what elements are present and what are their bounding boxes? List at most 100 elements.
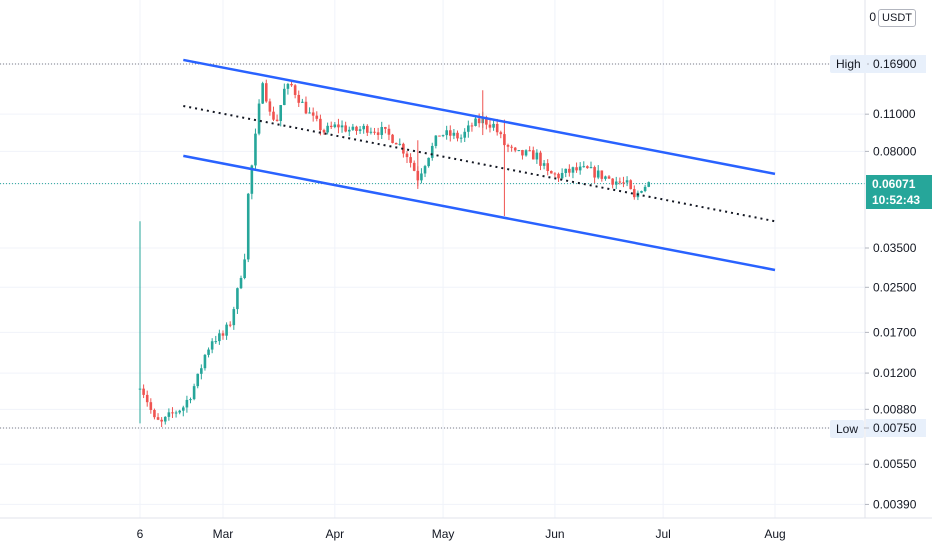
price-tick-label: 0.02500 bbox=[873, 280, 917, 294]
candle-up bbox=[279, 105, 283, 121]
candle-down bbox=[513, 147, 517, 151]
last-price-value: 0.06071 bbox=[872, 177, 916, 191]
candle-down bbox=[221, 333, 225, 336]
candle-up bbox=[189, 399, 192, 401]
candle-up bbox=[200, 368, 203, 374]
candle-up bbox=[524, 150, 528, 156]
candle-up bbox=[214, 341, 218, 343]
candle-up bbox=[643, 186, 647, 192]
candle-up bbox=[441, 135, 445, 137]
tick-bg bbox=[866, 55, 926, 73]
time-tick-label: Mar bbox=[213, 527, 234, 541]
candle-up bbox=[625, 180, 629, 183]
candle-down bbox=[557, 173, 560, 179]
time-tick-label: Jul bbox=[655, 527, 670, 541]
candle-up bbox=[178, 410, 181, 413]
candle-down bbox=[499, 132, 503, 135]
candle-down bbox=[521, 150, 524, 156]
candle-down bbox=[329, 125, 333, 128]
tick-bg bbox=[866, 419, 926, 437]
candle-up bbox=[340, 125, 344, 128]
candle-up bbox=[250, 165, 254, 194]
candle-down bbox=[228, 324, 232, 326]
low-label: Low bbox=[830, 420, 865, 438]
candle-up bbox=[430, 145, 434, 158]
candle-down bbox=[355, 126, 358, 131]
currency-unit-button[interactable]: USDT bbox=[878, 9, 916, 27]
candle-down bbox=[387, 128, 391, 135]
candle-up bbox=[452, 132, 456, 136]
candle-up bbox=[614, 181, 618, 185]
trend-channel[interactable] bbox=[183, 58, 776, 272]
candle-down bbox=[629, 180, 632, 190]
candle-down bbox=[297, 94, 301, 103]
candle-up bbox=[333, 124, 337, 128]
time-tick-label: Jun bbox=[545, 527, 564, 541]
candle-down bbox=[506, 145, 510, 147]
candle-up bbox=[225, 324, 228, 336]
candle-down bbox=[470, 125, 474, 127]
time-axis[interactable]: 6 Mar Apr May Jun Jul Aug bbox=[137, 527, 786, 541]
channel-lower-line[interactable] bbox=[183, 154, 776, 272]
candle-up bbox=[463, 131, 467, 138]
reference-lines bbox=[0, 63, 865, 429]
price-tick-label: 0.00550 bbox=[873, 457, 917, 471]
candle-up bbox=[542, 163, 546, 166]
price-tick-label: 0.00880 bbox=[873, 402, 917, 416]
candle-up bbox=[582, 166, 586, 168]
candle-down bbox=[531, 150, 535, 160]
time-tick-label: Apr bbox=[325, 527, 344, 541]
candle-down bbox=[171, 412, 174, 414]
candle-down bbox=[405, 153, 409, 158]
candle-up bbox=[474, 118, 477, 126]
candle-down bbox=[539, 152, 542, 166]
candle-up bbox=[517, 150, 521, 152]
candle-down bbox=[142, 388, 145, 395]
candle-down bbox=[632, 189, 636, 198]
price-tick-label: 0.11000 bbox=[873, 107, 916, 121]
price-axis-zero: 0 bbox=[869, 10, 876, 24]
candle-up bbox=[261, 83, 264, 104]
candle-down bbox=[586, 166, 589, 169]
candle-down bbox=[376, 132, 380, 135]
candle-up bbox=[445, 130, 448, 136]
candle-up bbox=[434, 135, 438, 146]
channel-upper-line[interactable] bbox=[183, 58, 776, 176]
candle-up bbox=[347, 129, 351, 132]
price-tick-label: 0.00390 bbox=[873, 497, 917, 511]
candle-up bbox=[210, 341, 214, 350]
candle-up bbox=[380, 127, 384, 135]
bar-countdown: 10:52:43 bbox=[872, 193, 921, 207]
price-axis[interactable]: 0.16900 0.11000 0.08000 0.03500 0.02500 0.017… bbox=[865, 55, 926, 511]
candle-up bbox=[459, 137, 463, 139]
candle-down bbox=[275, 119, 279, 121]
time-tick-label: Aug bbox=[764, 527, 785, 541]
candle-down bbox=[366, 125, 369, 133]
candle-up bbox=[192, 386, 196, 400]
candle-down bbox=[373, 131, 376, 133]
candle-down bbox=[384, 127, 387, 129]
candle-up bbox=[578, 166, 582, 171]
candle-up bbox=[207, 349, 210, 355]
candle-down bbox=[456, 132, 459, 139]
candle-up bbox=[196, 373, 200, 387]
candle-down bbox=[149, 402, 153, 410]
channel-middle-line[interactable] bbox=[183, 104, 776, 223]
candle-down bbox=[622, 182, 625, 184]
candle-down bbox=[438, 135, 441, 137]
candle-down bbox=[322, 130, 326, 133]
candle-up bbox=[286, 83, 290, 89]
candle-down bbox=[510, 146, 513, 148]
price-tick-label: 0.00750 bbox=[873, 421, 917, 435]
candle-up bbox=[326, 125, 329, 133]
candle-up bbox=[604, 176, 607, 179]
price-tick-label: 0.03500 bbox=[873, 241, 917, 255]
candle-down bbox=[391, 134, 394, 143]
candle-down bbox=[268, 101, 272, 112]
candle-up bbox=[420, 173, 423, 181]
candle-down bbox=[488, 124, 492, 128]
candle-down bbox=[575, 167, 578, 171]
candle-down bbox=[593, 167, 596, 178]
candle-up bbox=[246, 193, 250, 260]
